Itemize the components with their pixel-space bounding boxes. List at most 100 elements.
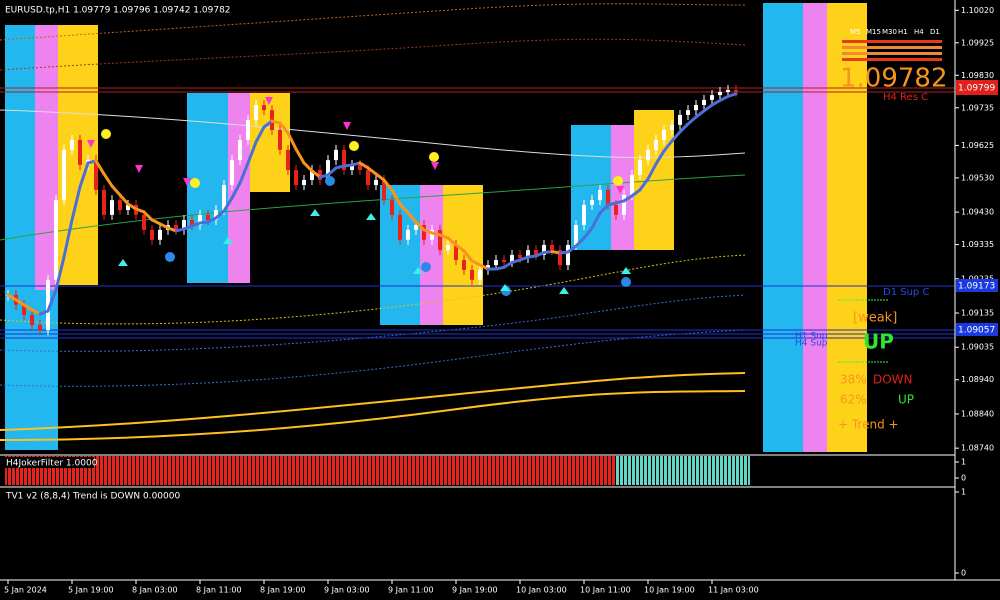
panel-title: H4JokerFilter 1.0000 (6, 459, 98, 469)
x-tick-label: 11 Jan 03:00 (708, 586, 759, 595)
candle (150, 229, 154, 240)
candle (374, 179, 378, 186)
up-label: UP (898, 393, 914, 407)
moving-average (398, 202, 410, 215)
moving-average (142, 210, 154, 222)
moving-average (694, 109, 706, 119)
x-tick-label: 8 Jan 19:00 (260, 586, 306, 595)
filter-histogram (615, 456, 750, 485)
candle (702, 99, 706, 106)
h1-sup: H1 Sup (795, 332, 828, 342)
moving-average (726, 92, 738, 98)
candle (214, 210, 218, 220)
y-tick-label: 1.08740 (961, 444, 994, 453)
timeframe-label: H1 (898, 28, 908, 36)
moving-average (46, 288, 58, 313)
candle (78, 139, 82, 165)
moving-average (262, 119, 274, 129)
candle (718, 92, 722, 96)
moving-average (14, 298, 26, 307)
price-box (956, 279, 998, 292)
candle (478, 269, 482, 280)
candle (646, 149, 650, 161)
x-tick-label: 8 Jan 11:00 (196, 586, 242, 595)
moving-average (358, 161, 370, 170)
moving-average (446, 236, 458, 247)
price-box (956, 80, 998, 95)
candle (22, 304, 26, 316)
moving-average (238, 161, 250, 185)
moving-average (6, 293, 18, 302)
moving-average (630, 188, 642, 198)
candle (238, 139, 242, 161)
y-tick-label: 0 (961, 474, 966, 483)
candle (174, 225, 178, 230)
moving-average (54, 255, 66, 292)
y-tick-label: 1.09625 (961, 141, 994, 150)
x-tick-label: 10 Jan 19:00 (644, 586, 695, 595)
moving-average (710, 98, 722, 107)
timeframe-label: H4 (914, 28, 924, 36)
y-tick-label: 1 (961, 458, 966, 467)
moving-average (622, 194, 634, 203)
moving-average (70, 185, 82, 222)
candle (286, 149, 290, 171)
moving-average (326, 166, 338, 177)
candle (366, 170, 370, 186)
y-tick-label: 1.09335 (961, 240, 994, 249)
moving-average (646, 162, 658, 181)
d1-sup: D1 Sup C (883, 287, 929, 298)
moving-average (598, 203, 610, 215)
direction: UP (863, 330, 894, 354)
x-tick-label: 8 Jan 03:00 (132, 586, 178, 595)
moving-average (94, 159, 106, 176)
candle (654, 139, 658, 150)
candle (542, 244, 546, 255)
candle (398, 214, 402, 240)
y-tick-label: 1.08940 (961, 375, 994, 384)
candle (246, 120, 250, 140)
moving-average (62, 218, 74, 259)
candle (566, 244, 570, 266)
price-box-label: 1.09057 (958, 326, 995, 336)
y-tick-label: 1.09430 (961, 208, 994, 217)
moving-average (222, 196, 234, 213)
candle (630, 174, 634, 195)
filter-histogram (5, 456, 615, 485)
trend: + Trend + (838, 418, 899, 432)
candle (278, 130, 282, 150)
candle (494, 260, 498, 266)
candle (102, 189, 106, 215)
moving-average (382, 178, 394, 192)
timeframe-label: M15 (866, 28, 881, 36)
time-axis: 5 Jan 2024 5 Jan 19:00 8 Jan 03:00 8 Jan 11… (4, 580, 759, 595)
candle (670, 124, 674, 130)
ticks: 1.10020 1.09925 1.09830 1.09735 1.09625 1.095… (955, 6, 994, 578)
candle (70, 139, 74, 150)
panel-title: TV1 v2 (8,8,4) Trend is DOWN 0.00000 (5, 492, 180, 502)
candle (638, 160, 642, 175)
candle (510, 254, 514, 263)
moving-average (638, 177, 650, 192)
candle (710, 95, 714, 100)
candle (446, 244, 450, 251)
x-tick-label: 9 Jan 03:00 (324, 586, 370, 595)
candle (110, 200, 114, 215)
candle (422, 225, 426, 240)
y-tick-label: 1.09035 (961, 343, 994, 352)
moving-average (686, 115, 698, 126)
candle (262, 105, 266, 111)
moving-average (254, 125, 266, 144)
candle (614, 204, 618, 215)
candle (470, 269, 474, 280)
symbol-info: EURUSD.tp,H1 1.09779 1.09796 1.09742 1.0… (5, 6, 231, 16)
moving-average (246, 140, 258, 165)
timeframe-labels: M5 M15 M30 H1 H4 D1 (850, 28, 940, 36)
moving-average (414, 220, 426, 232)
y-tick-label: 1.08840 (961, 409, 994, 418)
moving-average (278, 121, 290, 135)
candle (206, 214, 210, 220)
moving-average (374, 172, 386, 182)
down-label: DOWN (873, 373, 913, 387)
y-tick-label: 1.09530 (961, 173, 994, 182)
